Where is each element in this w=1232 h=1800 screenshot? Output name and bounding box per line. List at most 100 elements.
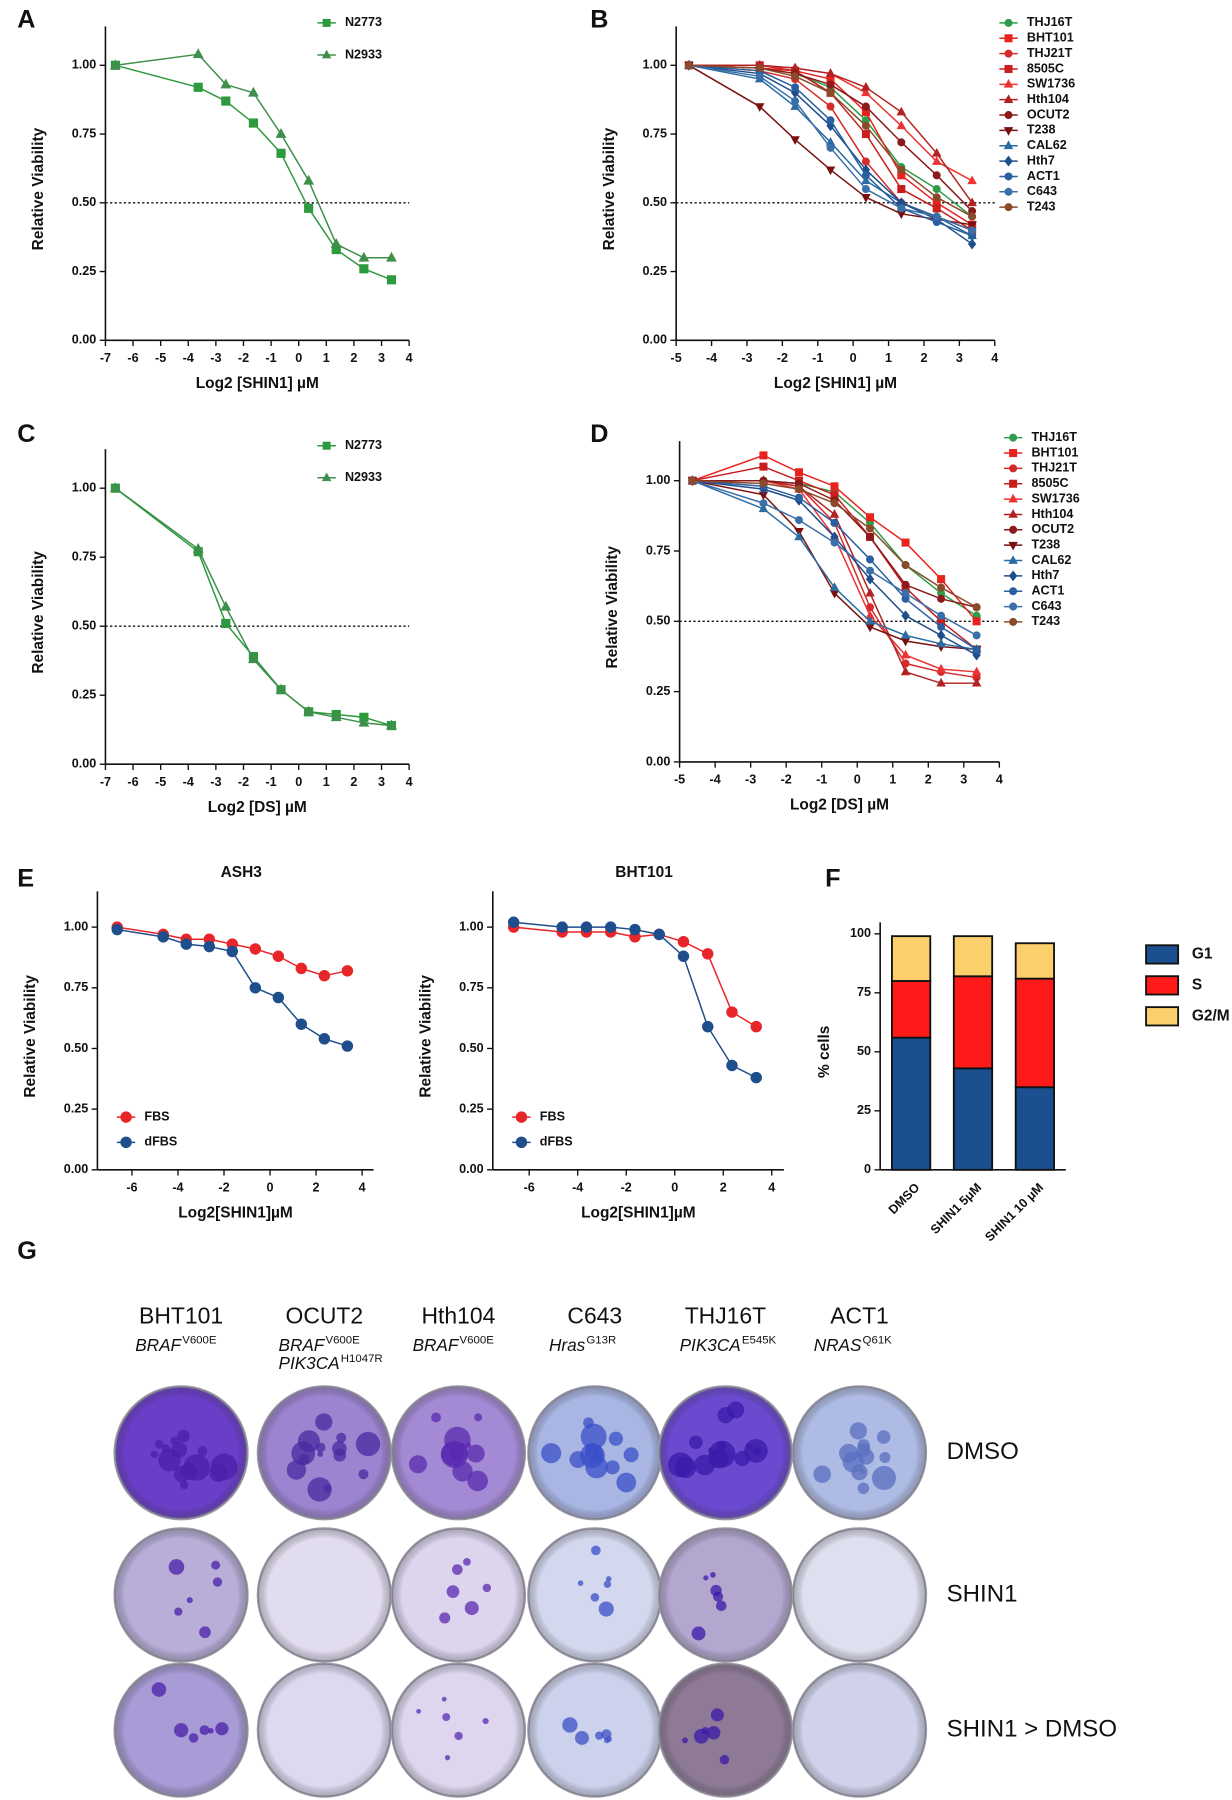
data-point	[203, 940, 216, 953]
treatment-label: DMSO	[947, 1438, 1019, 1465]
legend-label: FBS	[144, 1109, 169, 1123]
data-point	[580, 921, 593, 933]
gene-name: PIK3CA	[680, 1335, 741, 1355]
data-point	[755, 64, 764, 73]
data-point	[750, 1020, 762, 1033]
data-point	[861, 121, 870, 130]
legend-label: OCUT2	[1031, 522, 1074, 536]
curve	[114, 487, 392, 727]
curve	[513, 926, 757, 1028]
legend-marker	[1008, 570, 1018, 582]
data-point	[701, 948, 714, 960]
treatment-label: SHIN1 > DMSO	[947, 1715, 1117, 1742]
data-point	[750, 1071, 762, 1084]
x-tick-label: -5	[155, 351, 166, 365]
y-tick-label: 0.00	[646, 754, 671, 768]
dish-rim	[793, 1386, 927, 1520]
data-point	[900, 630, 911, 639]
legend-label: FBS	[540, 1109, 565, 1123]
data-point	[861, 130, 870, 139]
x-tick-label: -2	[781, 773, 792, 787]
legend-swatch	[1145, 1006, 1180, 1027]
data-point	[865, 587, 875, 597]
treatment-label: SHIN1	[947, 1580, 1018, 1607]
legend-marker	[1009, 449, 1018, 458]
curve	[692, 479, 977, 656]
legend-marker	[1008, 555, 1018, 564]
legend-label: dFBS	[144, 1135, 177, 1149]
data-point	[303, 174, 315, 185]
x-tick-label: -6	[126, 1180, 137, 1194]
curve	[117, 926, 348, 977]
x-tick-label: -6	[127, 775, 138, 789]
data-point	[248, 86, 259, 97]
data-point	[826, 102, 835, 111]
legend-label: ACT1	[1027, 169, 1060, 183]
data-point	[109, 59, 121, 70]
legend-label: N2773	[345, 15, 382, 29]
dish-rim	[114, 1663, 248, 1797]
data-point	[330, 711, 342, 722]
data-point	[221, 618, 231, 629]
data-point	[791, 97, 800, 106]
data-point	[900, 666, 911, 676]
data-point	[318, 969, 331, 982]
legend-marker	[1004, 187, 1013, 196]
x-tick-label: -4	[172, 1180, 183, 1194]
data-point	[896, 120, 907, 130]
data-point	[967, 221, 977, 231]
data-point	[249, 943, 262, 955]
data-point	[972, 645, 981, 654]
data-point	[830, 518, 839, 527]
data-point	[755, 72, 764, 81]
x-tick-label: 4	[406, 775, 413, 789]
y-tick-label: 0.00	[72, 333, 97, 347]
x-tick-label: -7	[100, 351, 111, 365]
data-point	[726, 1059, 738, 1072]
x-tick-label: 0	[295, 775, 302, 789]
legend-label: BHT101	[1027, 31, 1074, 45]
legend-marker	[1003, 94, 1014, 104]
bar-segment	[891, 1036, 932, 1171]
dish-rim	[391, 1386, 525, 1520]
data-point	[901, 610, 910, 622]
x-tick-label: 3	[378, 351, 385, 365]
x-tick-label: 1	[889, 773, 896, 787]
legend-marker	[1004, 18, 1013, 27]
x-tick-label: 0	[854, 773, 861, 787]
data-point	[897, 185, 906, 194]
legend-label: N2933	[345, 470, 382, 484]
y-axis-label: Relative Viability	[30, 551, 47, 674]
bar-segment	[891, 980, 932, 1039]
x-tick-label: -2	[238, 351, 249, 365]
x-tick-label: -6	[524, 1180, 535, 1194]
data-point	[866, 555, 875, 564]
curve	[688, 64, 973, 237]
x-tick-label: SHIN1 10 μM	[982, 1180, 1046, 1244]
x-tick-label: 4	[359, 1180, 366, 1194]
data-point	[249, 982, 262, 994]
y-tick-label: 0	[864, 1162, 871, 1176]
dish-rim	[257, 1386, 391, 1520]
y-axis-label: Relative Viability	[601, 127, 618, 250]
data-point	[275, 683, 287, 694]
data-point	[829, 582, 840, 591]
curve	[688, 64, 973, 218]
legend-label: SW1736	[1027, 77, 1075, 91]
data-point	[556, 921, 568, 933]
data-point	[226, 945, 239, 958]
data-point	[790, 136, 800, 145]
data-point	[180, 938, 192, 950]
x-tick-label: 2	[313, 1180, 320, 1194]
y-tick-label: 0.25	[646, 684, 671, 698]
legend-label: T238	[1031, 537, 1060, 551]
data-point	[295, 1018, 308, 1030]
data-point	[967, 197, 977, 207]
legend-marker	[322, 441, 331, 450]
dish-rim	[793, 1663, 927, 1797]
y-axis-label: Relative Viability	[604, 546, 621, 669]
curve	[688, 64, 973, 204]
dish-rim	[528, 1528, 662, 1662]
bar-segment	[1014, 977, 1055, 1089]
panel-letter: E	[17, 865, 34, 893]
